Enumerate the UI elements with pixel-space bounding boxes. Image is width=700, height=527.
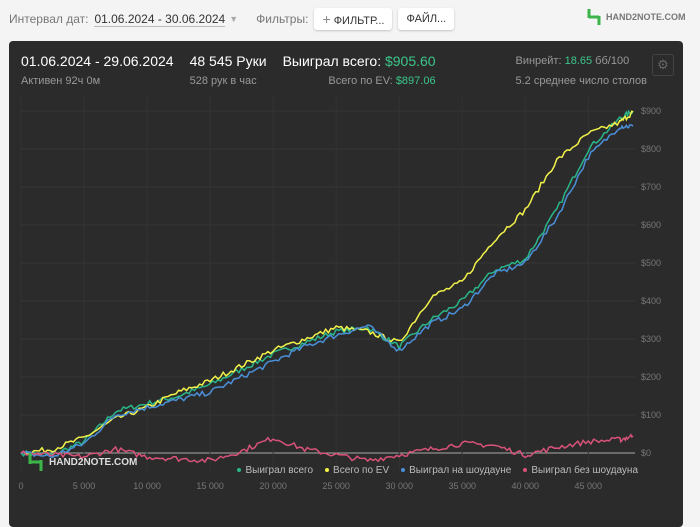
y-tick-label: $200 xyxy=(641,372,661,382)
legend-item[interactable]: Выиграл без шоудауна xyxy=(523,465,638,476)
series-line xyxy=(20,110,634,456)
y-tick-label: $100 xyxy=(641,410,661,420)
legend-dot-icon xyxy=(237,468,242,473)
winrate-column: Винрейт: 18.65 бб/100 5.2 среднее число … xyxy=(515,53,647,88)
won-total: Выиграл всего: $905.60 xyxy=(283,53,436,70)
legend-label: Всего по EV xyxy=(333,465,390,476)
ev-label: Всего по EV: xyxy=(328,75,393,87)
file-button[interactable]: ФАЙЛ... xyxy=(398,8,455,30)
watermark-text: HAND2NOTE.COM xyxy=(49,456,138,468)
y-tick-label: $700 xyxy=(641,182,661,192)
filters-label: Фильтры: xyxy=(256,12,309,26)
x-tick-label: 5 000 xyxy=(73,481,96,491)
hands-per-hour: 528 рук в час xyxy=(189,75,257,87)
x-tick-label: 15 000 xyxy=(196,481,224,491)
brand-logo: HAND2NOTE.COM xyxy=(586,8,686,26)
watermark: HAND2NOTE.COM xyxy=(27,452,137,472)
date-range-select[interactable]: 01.06.2024 - 30.06.2024 xyxy=(94,11,226,27)
date-label: Интервал дат: xyxy=(9,12,89,26)
hands-count: 48 545 Руки xyxy=(189,53,267,69)
hands-column: 48 545 Руки 528 рук в час xyxy=(190,53,267,88)
period: 01.06.2024 - 29.06.2024 xyxy=(21,53,174,69)
settings-gear-icon[interactable]: ⚙ xyxy=(652,54,674,76)
logo-text: HAND2NOTE.COM xyxy=(606,12,686,22)
period-column: 01.06.2024 - 29.06.2024 Активен 92ч 0м xyxy=(21,53,174,88)
y-tick-label: $300 xyxy=(641,334,661,344)
legend-item[interactable]: Выиграл на шоудауне xyxy=(401,465,511,476)
toolbar: Интервал дат: 01.06.2024 - 30.06.2024 ▼ … xyxy=(0,0,700,38)
legend-dot-icon xyxy=(523,468,528,473)
series-line xyxy=(20,433,634,464)
plus-icon: + xyxy=(322,11,331,27)
y-tick-label: $500 xyxy=(641,258,661,268)
y-tick-label: $400 xyxy=(641,296,661,306)
winrate-value: 18.65 xyxy=(564,55,593,67)
legend-dot-icon xyxy=(325,468,330,473)
x-tick-label: 40 000 xyxy=(512,481,540,491)
series-line xyxy=(20,109,634,458)
avg-tables: 5.2 среднее число столов xyxy=(515,75,647,87)
summary-header: 01.06.2024 - 29.06.2024 Активен 92ч 0м 4… xyxy=(21,53,647,88)
graph-panel: 01.06.2024 - 29.06.2024 Активен 92ч 0м 4… xyxy=(9,41,683,527)
watermark-logo-icon xyxy=(28,453,43,471)
x-tick-label: 20 000 xyxy=(259,481,287,491)
legend-label: Выиграл без шоудауна xyxy=(531,465,638,476)
legend-label: Выиграл на шоудауне xyxy=(409,465,512,476)
chevron-down-icon[interactable]: ▼ xyxy=(229,14,239,24)
legend-item[interactable]: Выиграл всего xyxy=(237,465,313,476)
legend-label: Выиграл всего xyxy=(245,465,314,476)
add-filter-button[interactable]: + ФИЛЬТР... xyxy=(314,8,393,30)
series-line xyxy=(20,123,634,459)
ev-value: $897.06 xyxy=(395,75,436,87)
y-tick-label: $800 xyxy=(641,144,661,154)
active-time: Активен 92ч 0м xyxy=(21,75,101,87)
x-tick-label: 30 000 xyxy=(385,481,413,491)
winrate-label: Винрейт: xyxy=(515,55,562,67)
x-tick-label: 10 000 xyxy=(133,481,161,491)
y-tick-label: $600 xyxy=(641,220,661,230)
ev-total: Всего по EV: $897.06 xyxy=(328,74,435,88)
legend-dot-icon xyxy=(401,468,406,473)
y-tick-label: $900 xyxy=(641,106,661,116)
won-label: Выиграл всего: xyxy=(282,53,382,69)
hand2note-logo-icon xyxy=(587,9,601,25)
x-tick-label: 35 000 xyxy=(448,481,476,491)
won-column: Выиграл всего: $905.60 Всего по EV: $897… xyxy=(283,53,436,88)
chart-legend: Выиграл всего Всего по EV Выиграл на шоуда… xyxy=(237,465,638,476)
filter-button-label: ФИЛЬТР... xyxy=(333,15,385,27)
legend-item[interactable]: Всего по EV xyxy=(325,465,389,476)
y-tick-label: $0 xyxy=(641,448,651,458)
x-tick-label: 45 000 xyxy=(575,481,603,491)
x-tick-label: 25 000 xyxy=(322,481,350,491)
winrate: Винрейт: 18.65 бб/100 xyxy=(515,53,647,70)
winrate-unit: бб/100 xyxy=(595,55,630,67)
x-tick-label: 0 xyxy=(18,481,23,491)
won-value: $905.60 xyxy=(384,53,436,69)
